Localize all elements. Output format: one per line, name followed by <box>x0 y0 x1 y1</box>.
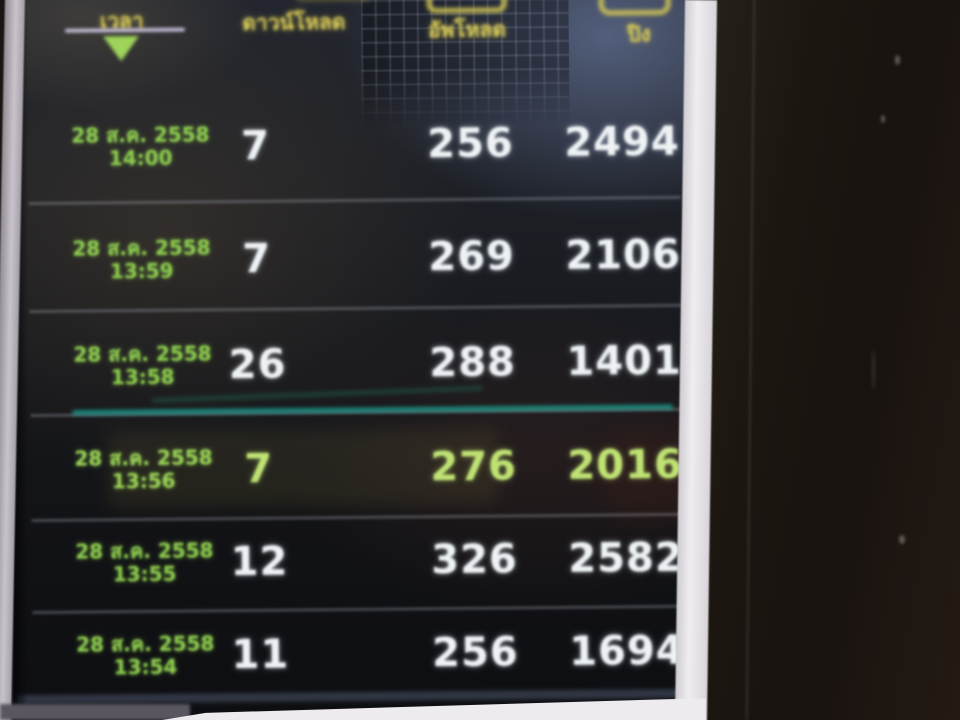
background-speck <box>895 55 900 65</box>
upload-value: 276 <box>430 443 518 491</box>
column-header-download[interactable]: ดาวน์โหลด <box>242 10 346 36</box>
table-row[interactable]: 28 ส.ค. 2558 13:58 26 288 1401 <box>12 318 688 410</box>
download-value: 7 <box>243 445 274 493</box>
upload-value: 256 <box>431 629 519 677</box>
ping-value: 2106 <box>565 231 681 279</box>
background-surface <box>710 0 960 720</box>
upload-value: 269 <box>428 233 516 281</box>
download-value: 7 <box>240 122 271 170</box>
device-screen: เวลา ดาวน์โหลด อัพโหลด ปิง 28 ส.ค. 2558 … <box>12 0 688 720</box>
column-header-time[interactable]: เวลา <box>99 8 144 34</box>
toolbar-button-partial[interactable] <box>598 0 671 16</box>
upload-value: 256 <box>427 120 514 168</box>
bottom-edge <box>0 704 190 720</box>
download-value: 12 <box>230 538 289 586</box>
ping-value: 2494 <box>564 118 680 166</box>
ping-value: 1694 <box>569 627 685 675</box>
screen-content: เวลา ดาวน์โหลด อัพโหลด ปิง 28 ส.ค. 2558 … <box>12 0 688 705</box>
ping-value: 1401 <box>566 337 682 385</box>
sort-descending-icon <box>102 36 140 62</box>
ping-value: 2582 <box>568 534 684 582</box>
background-speck <box>881 115 885 123</box>
download-value: 7 <box>241 235 272 283</box>
toolbar-button-partial[interactable] <box>426 0 507 14</box>
background-scratch <box>872 350 875 390</box>
upload-value: 326 <box>431 536 518 584</box>
table-row[interactable]: 28 ส.ค. 2558 13:59 7 269 2106 <box>12 212 688 304</box>
table-row[interactable]: 28 ส.ค. 2558 13:56 7 276 2016 <box>13 422 688 514</box>
download-value: 26 <box>228 341 287 389</box>
upload-value: 288 <box>429 339 517 387</box>
table-row[interactable]: 28 ส.ค. 2558 14:00 7 256 2494 <box>12 99 686 191</box>
ping-value: 2016 <box>567 441 683 489</box>
row-separator <box>28 195 681 206</box>
column-header-upload[interactable]: อัพโหลด <box>427 17 507 43</box>
background-speck <box>899 535 905 544</box>
row-separator <box>29 303 682 314</box>
table-row[interactable]: 28 ส.ค. 2558 13:55 12 326 2582 <box>14 515 688 607</box>
column-header-ping[interactable]: ปิง <box>627 22 651 47</box>
table-row[interactable]: 28 ส.ค. 2558 13:54 11 256 1694 <box>15 608 688 700</box>
download-value: 11 <box>231 631 290 679</box>
